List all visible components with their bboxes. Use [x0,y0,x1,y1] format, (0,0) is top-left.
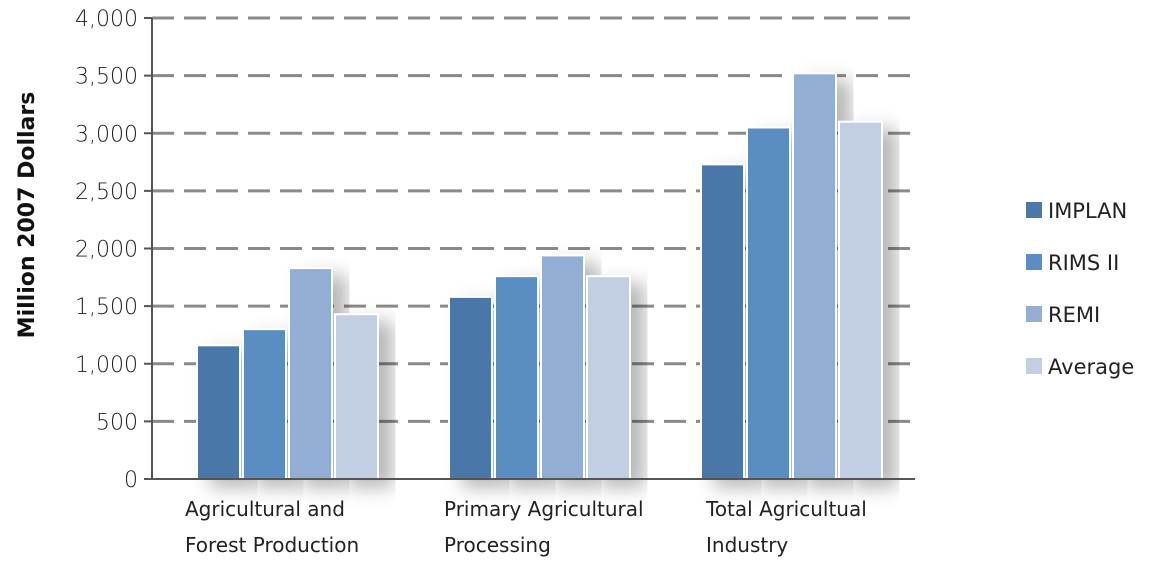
category-label: Agricultural and [185,497,345,521]
bar-rims-ii [494,275,539,480]
legend: IMPLAN RIMS II REMI Average [1026,199,1134,379]
legend-label: RIMS II [1048,251,1119,275]
bars [196,72,883,481]
legend-swatch [1026,254,1042,270]
bar-average [838,120,883,480]
bar-implan [196,344,241,480]
category-label: Forest Production [185,533,359,557]
bar-implan [448,295,493,480]
bar-average [586,275,631,480]
bar-implan [700,163,745,480]
category-label: Industry [706,533,788,557]
bar-rims-ii [746,126,791,481]
y-tick-label: 500 [96,410,138,435]
legend-label: IMPLAN [1048,199,1127,223]
legend-swatch [1026,306,1042,322]
bar-remi [288,267,333,480]
category-label: Processing [444,533,551,557]
bar-rims-ii [242,328,287,480]
y-tick-label: 1,000 [75,353,138,378]
bar-remi [540,254,585,480]
y-tick-label: 2,000 [75,238,138,263]
legend-swatch [1026,202,1042,218]
category-labels: Agricultural and Forest Production Primary… [185,497,867,557]
legend-swatch [1026,358,1042,374]
category-label: Primary Agricultural [444,497,644,521]
legend-label: Average [1048,355,1134,379]
legend-label: REMI [1048,303,1100,327]
y-tick-label: 4,000 [75,7,138,32]
bar-remi [792,72,837,480]
bar-average [334,313,379,480]
y-tick-label: 0 [124,468,138,493]
category-label: Total Agricultual [705,497,867,521]
y-tick-label: 3,000 [75,122,138,147]
y-tick-label: 1,500 [75,295,138,320]
y-tick-label: 2,500 [75,180,138,205]
y-axis-label: Million 2007 Dollars [15,92,40,339]
y-tick-label: 3,500 [75,65,138,90]
y-axis-ticks: 0 500 1,000 1,500 2,000 2,500 3,000 3,500 4,000 [75,7,152,493]
